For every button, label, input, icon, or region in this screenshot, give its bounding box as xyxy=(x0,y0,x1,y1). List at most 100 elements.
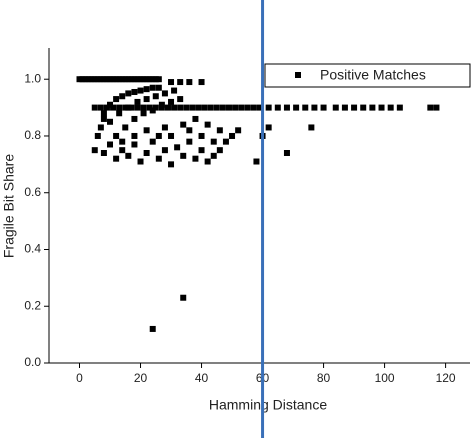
point xyxy=(140,110,147,117)
point xyxy=(100,115,107,122)
y-tick-label: 0.4 xyxy=(24,242,41,256)
point xyxy=(91,104,98,111)
point xyxy=(320,104,327,111)
point xyxy=(168,132,175,139)
point xyxy=(433,104,440,111)
point xyxy=(125,90,132,97)
point xyxy=(110,76,117,83)
legend-marker xyxy=(295,72,301,78)
point xyxy=(85,76,92,83)
point xyxy=(131,132,138,139)
point xyxy=(146,76,153,83)
point xyxy=(122,124,129,131)
x-tick-label: 80 xyxy=(317,371,331,385)
point xyxy=(219,104,226,111)
point xyxy=(134,76,141,83)
y-tick-label: 0.0 xyxy=(24,355,41,369)
point xyxy=(82,76,89,83)
point xyxy=(119,138,126,145)
point xyxy=(88,76,95,83)
point xyxy=(131,76,138,83)
point xyxy=(192,155,199,162)
point xyxy=(189,104,196,111)
point xyxy=(122,104,129,111)
point xyxy=(360,104,367,111)
point xyxy=(283,150,290,156)
point xyxy=(155,132,162,139)
x-tick-label: 0 xyxy=(76,371,83,385)
point xyxy=(137,87,144,94)
point xyxy=(146,104,153,111)
point xyxy=(149,84,156,91)
y-tick-label: 1.0 xyxy=(24,71,41,85)
point xyxy=(119,93,126,100)
legend-box xyxy=(264,63,471,88)
point xyxy=(149,107,156,114)
point xyxy=(103,76,110,83)
point xyxy=(110,104,117,111)
x-axis-label: Hamming Distance xyxy=(209,397,327,413)
point xyxy=(113,155,120,162)
point xyxy=(274,104,281,111)
point xyxy=(125,104,132,111)
point xyxy=(222,138,229,145)
point xyxy=(103,104,110,111)
point xyxy=(283,104,290,111)
y-tick-label: 0.8 xyxy=(24,128,41,142)
point xyxy=(143,86,150,93)
point xyxy=(177,79,184,86)
point xyxy=(232,104,239,111)
point xyxy=(137,158,144,165)
point xyxy=(177,96,184,103)
point xyxy=(168,79,175,86)
point xyxy=(125,152,132,159)
legend-label: Positive Matches xyxy=(320,67,426,83)
point xyxy=(113,76,120,83)
point xyxy=(149,138,156,145)
point xyxy=(152,93,159,100)
point xyxy=(113,132,120,139)
point xyxy=(210,152,217,159)
point xyxy=(244,104,251,111)
point xyxy=(155,84,162,91)
point xyxy=(79,76,86,83)
point xyxy=(100,110,107,117)
point xyxy=(265,104,272,111)
point xyxy=(256,104,263,111)
point xyxy=(134,104,141,111)
point xyxy=(308,124,315,131)
point xyxy=(213,104,220,111)
point xyxy=(198,147,205,154)
y-tick-label: 0.2 xyxy=(24,298,41,312)
point xyxy=(161,90,168,97)
point xyxy=(198,79,205,86)
point xyxy=(116,76,123,83)
point xyxy=(171,87,178,94)
point xyxy=(107,118,114,125)
point xyxy=(149,76,156,83)
point xyxy=(91,76,98,83)
point xyxy=(155,76,162,83)
point xyxy=(204,158,211,165)
point xyxy=(97,124,104,131)
point xyxy=(168,98,175,105)
x-tick-label: 20 xyxy=(134,371,148,385)
y-tick-label: 0.6 xyxy=(24,185,41,199)
point xyxy=(351,104,358,111)
point xyxy=(311,104,318,111)
point xyxy=(107,141,114,148)
point xyxy=(204,121,211,128)
point xyxy=(293,104,300,111)
point xyxy=(235,127,242,134)
point xyxy=(210,138,217,145)
point xyxy=(97,76,104,83)
point xyxy=(107,76,114,83)
point xyxy=(186,138,193,145)
point xyxy=(100,76,107,83)
point xyxy=(378,104,385,111)
point xyxy=(198,132,205,139)
point xyxy=(171,104,178,111)
point xyxy=(131,141,138,148)
point xyxy=(201,104,208,111)
